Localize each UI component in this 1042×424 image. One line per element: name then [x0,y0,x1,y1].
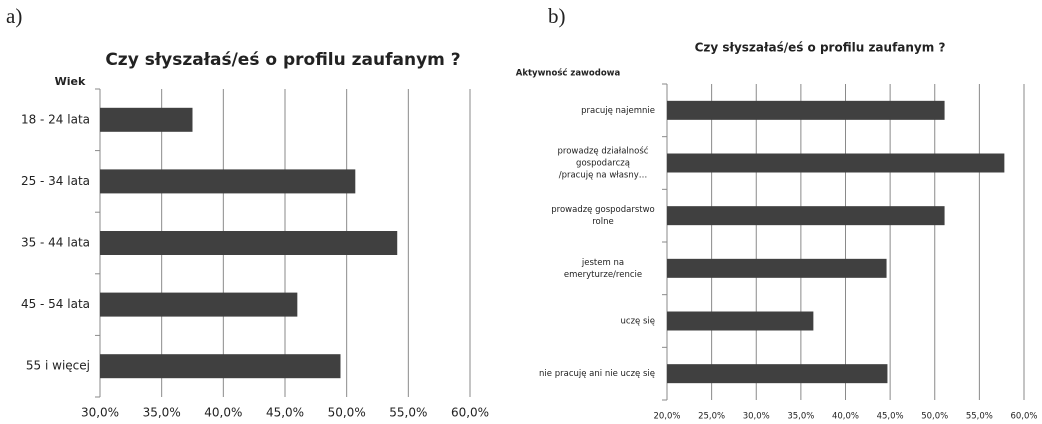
x-tick-label: 60,0% [451,406,489,420]
y-tick-label: 55 i więcej [26,359,90,373]
x-tick-label: 30,0% [743,412,770,422]
y-tick-label: prowadzę gospodarstwo [551,205,655,215]
y-tick-label: 35 - 44 lata [21,236,90,250]
bar [667,100,945,120]
y-tick-label: emeryturze/rencie [564,270,642,280]
y-tick-label: nie pracuję ani nie uczę się [539,369,655,379]
x-tick-label: 50,0% [328,406,366,420]
x-tick-label: 25,0% [698,412,725,422]
x-tick-label: 40,0% [204,406,242,420]
y-axis-label: Aktywność zawodowa [516,68,621,79]
y-tick-label: gospodarczą [576,159,630,169]
y-tick-label: prowadzę działalność [558,146,649,157]
bar [100,354,341,379]
x-tick-label: 55,0% [966,412,993,422]
bar [667,311,814,331]
panel-label: a) [6,4,22,28]
y-tick-label: 45 - 54 lata [21,297,90,311]
bar [667,206,945,226]
x-tick-label: 50,0% [921,412,948,422]
x-tick-label: 40,0% [832,412,859,422]
chart-title: Czy słyszałaś/eś o profilu zaufanym ? [695,41,946,55]
y-tick-label: uczę się [621,317,655,327]
x-tick-label: 35,0% [787,412,814,422]
y-tick-label: /pracuję na własny… [559,171,648,181]
bar [667,153,1005,173]
x-tick-label: 35,0% [143,406,181,420]
x-tick-label: 60,0% [1010,412,1037,422]
x-tick-label: 45,0% [877,412,904,422]
bar [667,258,887,278]
bar [100,169,356,194]
chart-title: Czy słyszałaś/eś o profilu zaufanym ? [105,50,460,70]
y-tick-label: rolne [592,217,614,227]
x-tick-label: 45,0% [266,406,304,420]
panel-label: b) [548,4,566,28]
bar [100,107,193,132]
bar [667,364,888,384]
x-tick-label: 30,0% [81,406,119,420]
y-tick-label: jestem na [581,258,624,268]
x-tick-label: 20,0% [653,412,680,422]
bar [100,231,398,255]
y-tick-label: 18 - 24 lata [21,112,90,126]
y-tick-label: pracuję najemnie [581,106,655,116]
y-axis-label: Wiek [55,75,86,88]
x-tick-label: 55,0% [389,406,427,420]
bar [100,292,298,317]
y-tick-label: 25 - 34 lata [21,174,90,188]
